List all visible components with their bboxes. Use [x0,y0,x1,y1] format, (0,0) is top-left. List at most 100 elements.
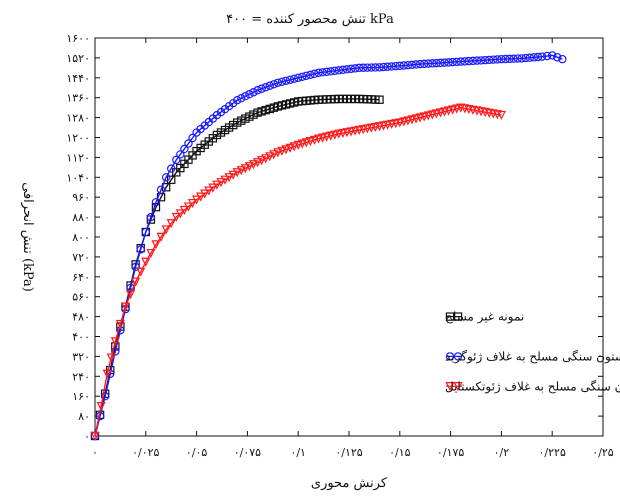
x-tick-label: ۰/۱۲۵ [335,446,362,459]
series-1 [90,94,384,441]
series-3-point [156,232,166,242]
series-2-point [161,173,171,182]
x-tick-label: ۰/۱۵ [389,446,411,459]
series-2-point [501,54,510,64]
x-tick-label: ۰/۰۵ [186,446,208,459]
series-2-point [485,55,494,65]
series-3-point [192,195,202,205]
y-axis-title: تنش انحرافی (kPa) [20,182,35,292]
series-2-point [517,54,526,63]
series-3-point [435,108,446,118]
series-2-point [265,81,274,90]
series-3-point [146,248,156,259]
series-3-point [383,120,393,130]
y-tick-label: ۷۲۰ [72,251,90,264]
series-2-point [472,56,482,65]
x-axis: ۰ ۰/۰۲۵ ۰/۰۵ ۰/۰۷۵ ۰/۱ ۰/۱۲۵ ۰/۱۵ ۰/۱۷۵ ۰/۲ ۰/۲۲۵… [92,38,614,459]
series-3-point [309,135,320,145]
series-2-point [489,55,498,64]
plot-frame [94,37,604,437]
series-3-point [166,219,176,229]
series-3-point [220,175,230,185]
series-2-point [237,93,246,103]
series-2-point [277,77,287,86]
series-3-point [161,225,171,235]
series-2-point [428,59,437,68]
series-3-point [293,140,303,150]
series-3-point [419,112,429,122]
series-2-point [302,71,311,81]
series-2 [90,51,567,441]
series-3-point [151,240,161,250]
series-3-point [374,122,385,132]
series-2-point [245,90,254,99]
series-3-point [370,122,380,132]
series-2-point [273,78,283,87]
series-3-point [265,152,275,162]
series-3-point [216,178,226,188]
series-2-point [371,63,380,72]
series-2-point [533,52,543,62]
series-2-point [326,67,335,76]
series-2-point [249,88,258,97]
series-3-point [257,156,267,166]
series-3-point [106,353,116,363]
series-2-point [180,144,189,154]
series-3-point [350,126,360,136]
y-tick-label: ۸۸۰ [72,211,90,224]
series-3-point [318,133,328,143]
series-3-point [248,160,259,170]
series-2-point [188,133,197,143]
y-tick-label: ۰ [84,430,90,443]
series-2-point [257,84,266,93]
series-2-point [375,63,384,72]
series-3 [90,103,506,441]
series-2-point [285,75,295,84]
series-3-point [273,148,283,158]
series-3-point [204,186,214,196]
series-2-point [253,86,262,95]
series-3-point [232,168,242,178]
series-2-point [452,57,461,67]
series-1-point [167,175,176,184]
y-tick-label: ۱۲۸۰ [66,112,90,125]
series-2-point [424,59,433,68]
series-2-point [233,95,242,105]
series-2-point [261,83,270,92]
series-3-point [196,192,206,202]
series-3-point [269,150,279,160]
series-3-point [443,106,454,116]
series-2-point [342,65,352,74]
series-2-point [131,262,140,272]
series-3-point [427,110,437,120]
series-2-point [542,51,552,61]
series-3-point [183,202,194,212]
series-3-point [236,166,246,176]
series-2-point [558,54,567,64]
x-tick-label: ۰ [92,446,98,459]
series-3-point [313,134,324,144]
y-tick-label: ۵۶۰ [72,291,90,304]
series-2-point [350,64,360,73]
series-2-point [166,164,176,173]
x-axis-title: کرنش محوری [311,476,388,491]
series-2-point [505,54,514,64]
series-3-point [391,119,401,129]
series-2-point [553,53,562,62]
series-2-point [387,62,396,71]
series-2-point [460,57,470,66]
series-3-point [334,129,344,139]
series-3-point [496,110,506,121]
series-2-point [464,56,474,66]
legend-label-1: نمونه غیر مسلح [445,310,524,324]
y-tick-label: ۶۴۰ [72,271,90,284]
series-2-point [156,185,166,194]
y-tick-label: ۱۶۰۰ [66,32,90,45]
series-3-point [125,290,136,300]
series-2-point [548,51,557,60]
series-3-point [212,180,222,190]
series-3-point [261,154,271,164]
series-2-point [529,53,539,62]
legend-label-2: نمونه مسلح با ستون سنگی مسلح به غلاف ژئو… [445,349,620,363]
series-3-point [110,337,120,347]
